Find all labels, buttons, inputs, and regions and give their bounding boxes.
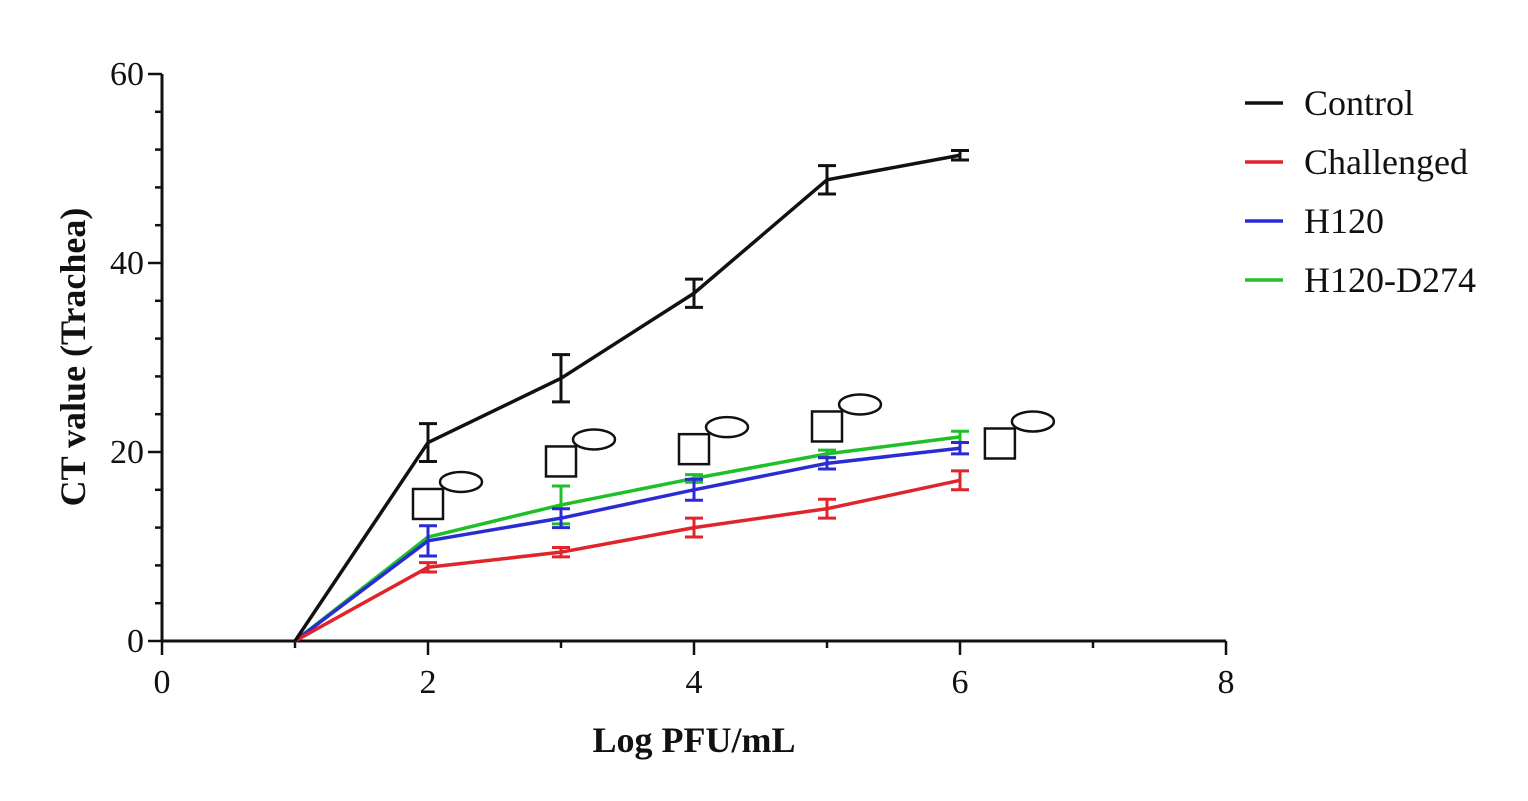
annotation-square bbox=[677, 432, 711, 466]
legend-label: Challenged bbox=[1304, 142, 1468, 182]
annotation-square bbox=[810, 410, 844, 443]
error-bar-h120 bbox=[685, 477, 703, 502]
x-axis-label: Log PFU/mL bbox=[593, 720, 796, 760]
legend-item-control: Control bbox=[1245, 83, 1414, 123]
y-tick-label: 0 bbox=[127, 623, 144, 660]
error-bar-challenged bbox=[419, 561, 437, 574]
annotation-marker bbox=[677, 415, 750, 466]
error-bar-h120 bbox=[419, 524, 437, 558]
legend-item-challenged: Challenged bbox=[1245, 142, 1468, 182]
annotation-marker bbox=[810, 393, 883, 443]
annotation-ellipse bbox=[438, 470, 484, 494]
x-tick-label: 4 bbox=[686, 664, 703, 701]
annotation-ellipse bbox=[704, 415, 750, 439]
legend-label: Control bbox=[1304, 83, 1414, 123]
annotation-square bbox=[544, 445, 578, 478]
x-tick-label: 8 bbox=[1218, 664, 1235, 701]
error-bar-h120 bbox=[818, 456, 836, 471]
error-bar-h120 bbox=[552, 507, 570, 530]
annotation-marker bbox=[544, 428, 617, 478]
error-bar-control bbox=[818, 164, 836, 196]
x-tick-label: 6 bbox=[952, 664, 969, 701]
error-bar-control bbox=[685, 277, 703, 309]
plot-lines bbox=[293, 149, 969, 643]
error-bar-challenged bbox=[818, 497, 836, 520]
legend: Control Challenged H120 H120-D274 bbox=[1245, 83, 1476, 300]
series-line-control bbox=[293, 153, 961, 642]
x-tick-label: 0 bbox=[154, 664, 171, 701]
error-bar-challenged bbox=[685, 516, 703, 539]
annotation-marker bbox=[983, 410, 1056, 460]
y-axis-label: CT value (Trachea) bbox=[53, 208, 93, 507]
annotation-ellipse bbox=[1010, 410, 1056, 433]
y-tick-label: 40 bbox=[110, 245, 144, 282]
series-line-h120-d274 bbox=[293, 435, 961, 643]
error-bar-challenged bbox=[951, 469, 969, 492]
error-bar-challenged bbox=[552, 545, 570, 559]
x-tick-label: 2 bbox=[420, 664, 437, 701]
legend-label: H120-D274 bbox=[1304, 260, 1476, 300]
annotation-ellipse bbox=[837, 393, 883, 416]
error-bar-h120 bbox=[951, 441, 969, 456]
annotation-marker bbox=[411, 470, 484, 521]
annotation-square bbox=[983, 427, 1017, 460]
y-tick-label: 60 bbox=[110, 56, 144, 93]
legend-item-h120: H120 bbox=[1245, 201, 1384, 241]
legend-item-h120-d274: H120-D274 bbox=[1245, 260, 1476, 300]
series-line-challenged bbox=[294, 478, 961, 643]
annotation-ellipse bbox=[571, 428, 617, 451]
error-bar-control bbox=[951, 149, 969, 162]
annotations bbox=[411, 393, 1056, 521]
error-bar-control bbox=[419, 422, 437, 463]
series-line-h120 bbox=[293, 446, 961, 643]
axes: 0 20 40 60 0 2 4 6 8 bbox=[110, 56, 1235, 701]
y-tick-label: 20 bbox=[110, 434, 144, 471]
annotation-square bbox=[411, 487, 445, 521]
error-bar-control bbox=[552, 353, 570, 404]
legend-label: H120 bbox=[1304, 201, 1384, 241]
